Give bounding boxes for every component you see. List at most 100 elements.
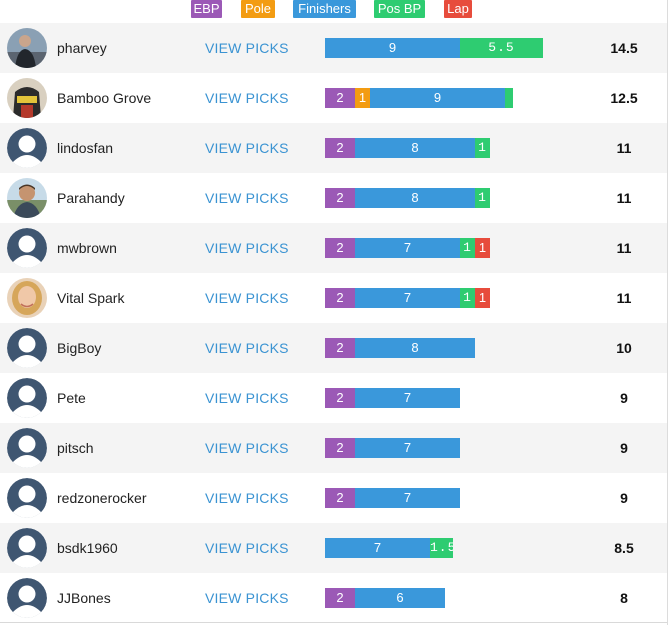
default-avatar-icon: [7, 478, 47, 518]
points-segment-finishers: 7: [355, 288, 460, 308]
points-segment-finishers: 8: [355, 188, 475, 208]
view-picks-link[interactable]: VIEW PICKS: [205, 90, 289, 106]
points-segment-ebp: 2: [325, 588, 355, 608]
points-segment-finishers: 7: [355, 238, 460, 258]
points-segment-ebp: 2: [325, 388, 355, 408]
total-points: 9: [620, 440, 628, 456]
username: Parahandy: [57, 190, 125, 206]
legend-ebp: EBP: [191, 0, 222, 18]
standings-row: Bamboo Grove VIEW PICKS 2 1 9 12.5: [0, 73, 668, 123]
points-bar: 9 5.5: [325, 38, 543, 58]
total-points: 14.5: [610, 40, 638, 56]
username: lindosfan: [57, 140, 114, 156]
standings-row: bsdk1960 VIEW PICKS 7 1.5 8.5: [0, 523, 668, 573]
standings-row: redzonerocker VIEW PICKS 2 7 9: [0, 473, 668, 523]
points-legend: EBP Pole Finishers Pos BP Lap: [0, 0, 668, 18]
standings-row: BigBoy VIEW PICKS 2 8 10: [0, 323, 668, 373]
points-segment-pole: 1: [355, 88, 370, 108]
standings-row: Vital Spark VIEW PICKS 2 7 1 1 11: [0, 273, 668, 323]
points-segment-pos-bp: [505, 88, 513, 108]
points-segment-ebp: 2: [325, 338, 355, 358]
standings-row: pharvey VIEW PICKS 9 5.5 14.5: [0, 23, 668, 73]
view-picks-link[interactable]: VIEW PICKS: [205, 590, 289, 606]
points-segment-ebp: 2: [325, 138, 355, 158]
legend-pole: Pole: [241, 0, 275, 18]
default-avatar-icon: [7, 378, 47, 418]
points-segment-finishers: 7: [355, 388, 460, 408]
total-points: 8.5: [614, 540, 634, 556]
legend-pos-bp: Pos BP: [374, 0, 425, 18]
points-segment-finishers: 8: [355, 338, 475, 358]
total-points: 11: [616, 140, 632, 156]
points-segment-finishers: 8: [355, 138, 475, 158]
view-picks-link[interactable]: VIEW PICKS: [205, 390, 289, 406]
username: redzonerocker: [57, 490, 147, 506]
points-segment-ebp: 2: [325, 438, 355, 458]
user-avatar: [7, 178, 47, 218]
username: JJBones: [57, 590, 111, 606]
user-avatar: [7, 278, 47, 318]
points-segment-lap: 1: [475, 288, 490, 308]
points-segment-pos-bp: 1: [475, 188, 490, 208]
points-segment-finishers: 6: [355, 588, 445, 608]
view-picks-link[interactable]: VIEW PICKS: [205, 140, 289, 156]
total-points: 8: [620, 590, 628, 606]
username: bsdk1960: [57, 540, 118, 556]
legend-finishers: Finishers: [293, 0, 356, 18]
username: Pete: [57, 390, 86, 406]
view-picks-link[interactable]: VIEW PICKS: [205, 40, 289, 56]
points-segment-finishers: 7: [325, 538, 430, 558]
default-avatar-icon: [7, 328, 47, 368]
standings-row: JJBones VIEW PICKS 2 6 8: [0, 573, 668, 623]
view-picks-link[interactable]: VIEW PICKS: [205, 490, 289, 506]
total-points: 9: [620, 390, 628, 406]
default-avatar-icon: [7, 128, 47, 168]
default-avatar-icon: [7, 578, 47, 618]
points-segment-lap: 1: [475, 238, 490, 258]
standings-row: mwbrown VIEW PICKS 2 7 1 1 11: [0, 223, 668, 273]
user-avatar: [7, 28, 47, 68]
points-bar: 7 1.5: [325, 538, 453, 558]
user-avatar: [7, 78, 47, 118]
username: mwbrown: [57, 240, 117, 256]
username: Bamboo Grove: [57, 90, 152, 106]
view-picks-link[interactable]: VIEW PICKS: [205, 440, 289, 456]
standings-row: lindosfan VIEW PICKS 2 8 1 11: [0, 123, 668, 173]
total-points: 11: [616, 240, 632, 256]
points-segment-pos-bp: 1: [460, 288, 475, 308]
total-points: 11: [616, 190, 632, 206]
points-segment-ebp: 2: [325, 488, 355, 508]
points-segment-ebp: 2: [325, 288, 355, 308]
username: pitsch: [57, 440, 94, 456]
view-picks-link[interactable]: VIEW PICKS: [205, 540, 289, 556]
points-segment-finishers: 7: [355, 488, 460, 508]
default-avatar-icon: [7, 528, 47, 568]
points-segment-ebp: 2: [325, 238, 355, 258]
total-points: 9: [620, 490, 628, 506]
total-points: 11: [616, 290, 632, 306]
points-segment-finishers: 9: [325, 38, 460, 58]
total-points: 12.5: [610, 90, 638, 106]
points-segment-pos-bp: 1: [475, 138, 490, 158]
username: BigBoy: [57, 340, 102, 356]
username: pharvey: [57, 40, 107, 56]
standings-row: Parahandy VIEW PICKS 2 8 1 11: [0, 173, 668, 223]
view-picks-link[interactable]: VIEW PICKS: [205, 290, 289, 306]
legend-lap: Lap: [444, 0, 472, 18]
view-picks-link[interactable]: VIEW PICKS: [205, 190, 289, 206]
view-picks-link[interactable]: VIEW PICKS: [205, 340, 289, 356]
standings-row: Pete VIEW PICKS 2 7 9: [0, 373, 668, 423]
points-segment-ebp: 2: [325, 188, 355, 208]
points-segment-pos-bp: 5.5: [460, 38, 543, 58]
view-picks-link[interactable]: VIEW PICKS: [205, 240, 289, 256]
